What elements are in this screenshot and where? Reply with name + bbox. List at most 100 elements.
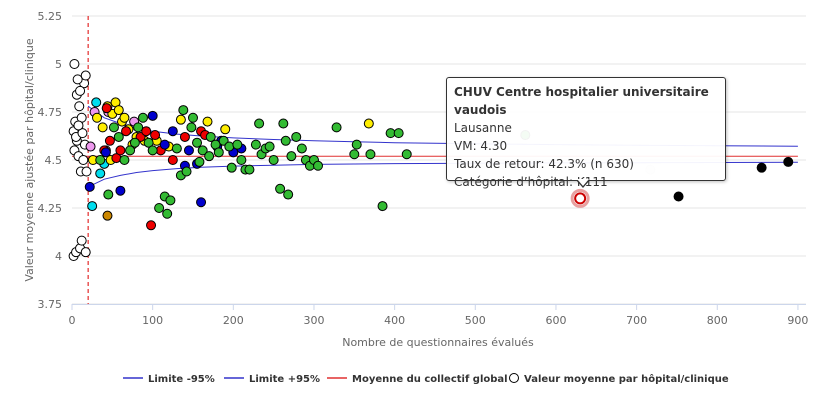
- data-point[interactable]: [167, 155, 178, 165]
- legend-label-hospital[interactable]: Valeur moyenne par hôpital/clinique: [524, 373, 729, 385]
- data-point[interactable]: [80, 70, 91, 81]
- data-point[interactable]: [171, 143, 182, 154]
- data-point[interactable]: [84, 181, 95, 192]
- hospital-tooltip: CHUV Centre hospitalier universitaire va…: [446, 77, 726, 189]
- data-point[interactable]: [129, 137, 140, 148]
- data-point[interactable]: [141, 126, 152, 137]
- data-point[interactable]: [104, 135, 115, 146]
- data-point[interactable]: [224, 141, 235, 152]
- data-point[interactable]: [113, 105, 124, 116]
- data-point[interactable]: [162, 208, 173, 219]
- data-point[interactable]: [250, 139, 261, 150]
- data-point[interactable]: [74, 101, 85, 112]
- data-point[interactable]: [72, 74, 83, 85]
- data-point[interactable]: [783, 156, 794, 167]
- data-point[interactable]: [181, 166, 192, 177]
- data-point[interactable]: [363, 118, 374, 129]
- data-point[interactable]: [85, 141, 96, 152]
- data-point[interactable]: [331, 122, 342, 133]
- data-point[interactable]: [196, 197, 207, 208]
- data-point[interactable]: [186, 122, 197, 133]
- data-point[interactable]: [125, 145, 136, 156]
- data-point[interactable]: [197, 145, 208, 156]
- data-point[interactable]: [91, 97, 102, 108]
- legend-label-upper95[interactable]: Limite +95%: [249, 374, 320, 385]
- data-point[interactable]: [351, 139, 362, 150]
- data-point[interactable]: [133, 122, 144, 133]
- data-point[interactable]: [254, 118, 265, 129]
- data-point[interactable]: [268, 155, 279, 165]
- data-point[interactable]: [154, 203, 165, 213]
- data-point[interactable]: [264, 141, 275, 152]
- data-point[interactable]: [76, 235, 87, 246]
- data-point[interactable]: [178, 105, 189, 116]
- data-point[interactable]: [147, 145, 158, 156]
- data-point[interactable]: [159, 139, 170, 150]
- data-point[interactable]: [194, 156, 205, 167]
- data-point[interactable]: [377, 201, 388, 212]
- data-point[interactable]: [313, 160, 324, 171]
- data-point[interactable]: [275, 183, 286, 194]
- x-tick-label: 600: [545, 314, 566, 327]
- data-point[interactable]: [286, 151, 297, 162]
- data-point[interactable]: [150, 130, 161, 141]
- data-point[interactable]: [115, 185, 126, 196]
- data-point[interactable]: [80, 247, 91, 258]
- data-point[interactable]: [183, 145, 194, 156]
- data-point[interactable]: [204, 151, 215, 162]
- legend-label-lower95[interactable]: Limite -95%: [148, 374, 215, 385]
- data-point[interactable]: [77, 128, 88, 139]
- data-point[interactable]: [393, 128, 404, 139]
- data-point-selected[interactable]: [574, 192, 587, 205]
- data-point[interactable]: [244, 164, 255, 175]
- data-point[interactable]: [226, 162, 237, 173]
- data-point[interactable]: [103, 189, 114, 200]
- data-point[interactable]: [143, 137, 154, 148]
- data-point[interactable]: [349, 149, 360, 160]
- data-point[interactable]: [175, 114, 186, 125]
- data-point[interactable]: [81, 166, 92, 177]
- data-point[interactable]: [220, 124, 231, 135]
- data-point[interactable]: [205, 131, 216, 142]
- data-point[interactable]: [232, 139, 243, 150]
- data-point[interactable]: [100, 147, 111, 158]
- data-point[interactable]: [187, 112, 198, 123]
- data-point[interactable]: [115, 145, 126, 156]
- legend-label-mean[interactable]: Moyenne du collectif global: [352, 374, 508, 385]
- data-point[interactable]: [756, 162, 767, 173]
- data-point[interactable]: [108, 122, 119, 133]
- data-point[interactable]: [202, 116, 213, 127]
- data-point[interactable]: [147, 110, 158, 121]
- data-point[interactable]: [179, 131, 190, 142]
- data-point[interactable]: [119, 112, 130, 123]
- data-point[interactable]: [167, 126, 178, 137]
- data-point[interactable]: [291, 131, 302, 142]
- data-point[interactable]: [283, 189, 294, 200]
- data-point[interactable]: [97, 122, 108, 133]
- data-point[interactable]: [121, 126, 132, 137]
- data-point[interactable]: [69, 59, 80, 69]
- data-point[interactable]: [280, 135, 291, 146]
- data-point[interactable]: [92, 112, 103, 123]
- data-point[interactable]: [95, 168, 106, 179]
- data-point[interactable]: [236, 155, 247, 165]
- data-point[interactable]: [75, 85, 86, 96]
- data-point[interactable]: [119, 155, 130, 165]
- data-point[interactable]: [401, 149, 412, 160]
- data-point[interactable]: [101, 103, 112, 114]
- data-point[interactable]: [165, 195, 176, 206]
- data-point[interactable]: [73, 120, 84, 131]
- data-point[interactable]: [296, 143, 307, 154]
- data-point[interactable]: [192, 137, 203, 148]
- data-point[interactable]: [365, 149, 376, 160]
- data-point[interactable]: [78, 155, 89, 165]
- data-point[interactable]: [146, 220, 157, 231]
- data-point[interactable]: [102, 210, 113, 221]
- data-point[interactable]: [673, 191, 684, 202]
- data-point[interactable]: [213, 147, 224, 158]
- data-point[interactable]: [95, 155, 106, 165]
- data-point[interactable]: [137, 112, 148, 123]
- data-point[interactable]: [113, 131, 124, 142]
- data-point[interactable]: [278, 118, 289, 129]
- data-point[interactable]: [87, 201, 98, 212]
